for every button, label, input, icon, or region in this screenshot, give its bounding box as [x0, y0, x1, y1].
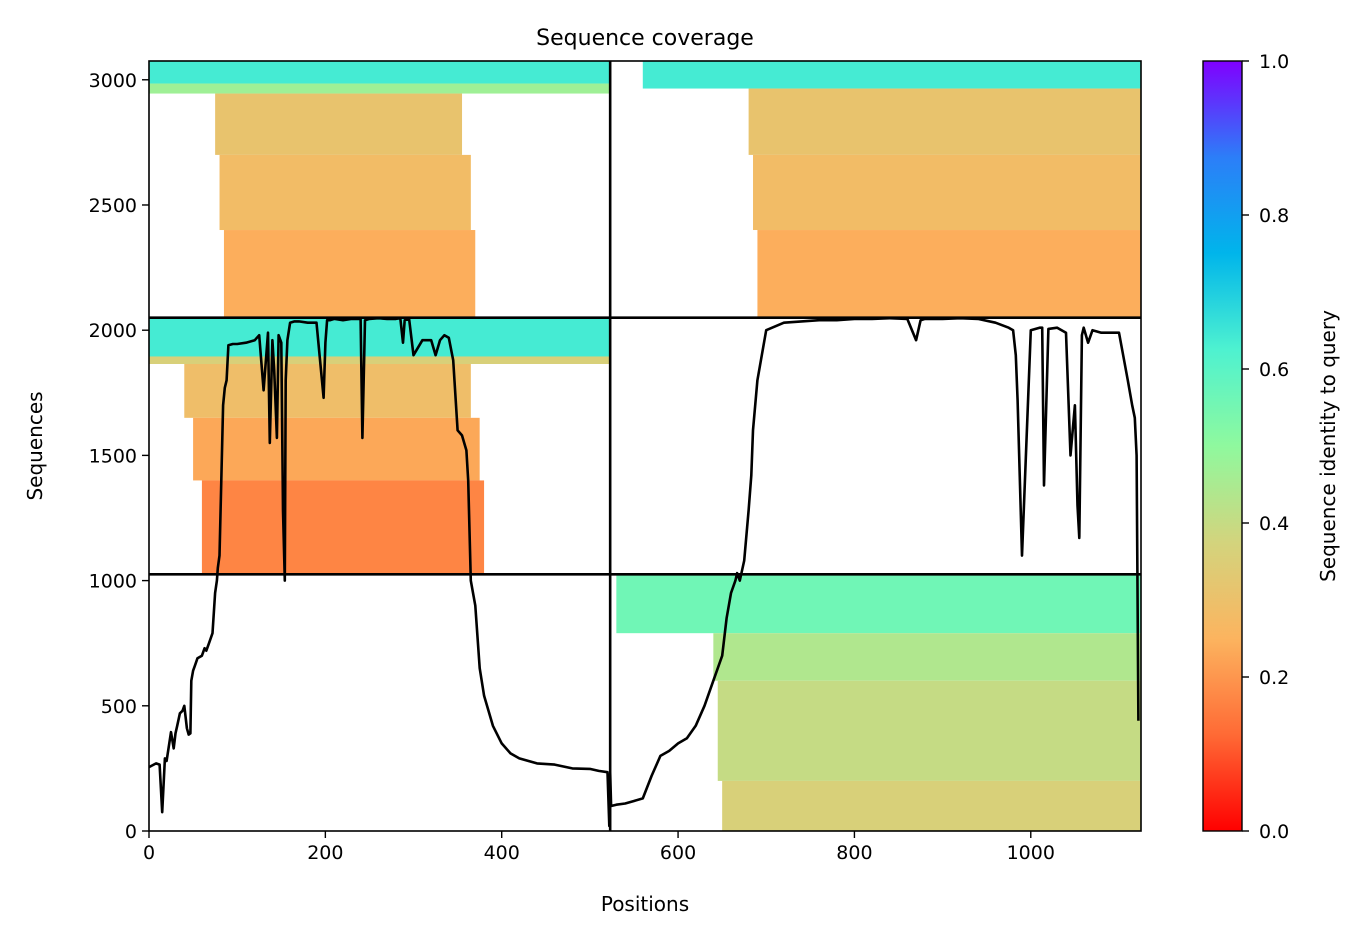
y-tick-label: 1500: [89, 445, 137, 467]
colorbar-tick-label: 0.6: [1259, 359, 1289, 381]
plot-area: [148, 60, 1142, 832]
heatmap-band: [219, 154, 471, 231]
heatmap-band: [149, 356, 611, 364]
colorbar-tick-label: 1.0: [1259, 51, 1289, 73]
heatmap-block-1: [642, 61, 1141, 318]
heatmap-band: [713, 633, 1141, 681]
y-tick-label: 2000: [89, 320, 137, 342]
x-tick-label: 200: [307, 842, 343, 864]
y-axis-label: Sequences: [23, 391, 47, 500]
colorbar-label: Sequence identity to query: [1316, 310, 1340, 582]
x-axis: 0 200 400 600 800 1000: [143, 831, 1055, 864]
y-tick-label: 2500: [89, 195, 137, 217]
heatmap-band: [748, 88, 1141, 155]
chart-title: Sequence coverage: [536, 26, 754, 51]
heatmap-band: [223, 230, 476, 318]
x-tick-label: 400: [484, 842, 520, 864]
heatmap-band: [642, 61, 1141, 89]
x-tick-label: 1000: [1007, 842, 1055, 864]
x-tick-label: 0: [143, 842, 155, 864]
y-axis: 0 500 1000 1500 2000 2500 3000: [89, 70, 149, 843]
heatmap-band: [149, 317, 611, 357]
y-tick-label: 500: [101, 696, 137, 718]
x-tick-label: 800: [836, 842, 872, 864]
plot-frame: [148, 60, 1142, 832]
colorbar-tick-label: 0.2: [1259, 667, 1289, 689]
heatmap-band: [616, 574, 1141, 634]
colorbar-tick-label: 0.4: [1259, 513, 1289, 535]
heatmap-band: [757, 230, 1141, 318]
heatmap-band: [753, 154, 1141, 231]
heatmap-band: [193, 417, 480, 481]
y-tick-label: 0: [125, 821, 137, 843]
colorbar-tick-label: 0.8: [1259, 205, 1289, 227]
heatmap-band: [722, 780, 1141, 831]
y-tick-label: 1000: [89, 571, 137, 593]
heatmap-band: [149, 83, 611, 94]
colorbar-gradient: [1202, 60, 1243, 832]
coverage-line: [148, 316, 1140, 828]
heatmap-band: [201, 480, 485, 575]
x-tick-label: 600: [660, 842, 696, 864]
heatmap-band: [717, 680, 1141, 781]
x-axis-label: Positions: [601, 892, 689, 916]
coverage-heatmap: [149, 61, 1141, 831]
colorbar-tick-label: 0.0: [1259, 821, 1289, 843]
heatmap-block-2: [149, 317, 611, 575]
heatmap-band: [149, 61, 611, 84]
heatmap-band: [215, 93, 463, 155]
heatmap-block-0: [149, 61, 611, 318]
heatmap-band: [184, 363, 471, 418]
colorbar-ticks: 0.0 0.2 0.4 0.6 0.8 1.0: [1242, 51, 1289, 843]
y-tick-label: 3000: [89, 70, 137, 92]
heatmap-block-3: [616, 574, 1141, 831]
colorbar: 0.0 0.2 0.4 0.6 0.8 1.0 Sequence identity to …: [1202, 51, 1340, 843]
